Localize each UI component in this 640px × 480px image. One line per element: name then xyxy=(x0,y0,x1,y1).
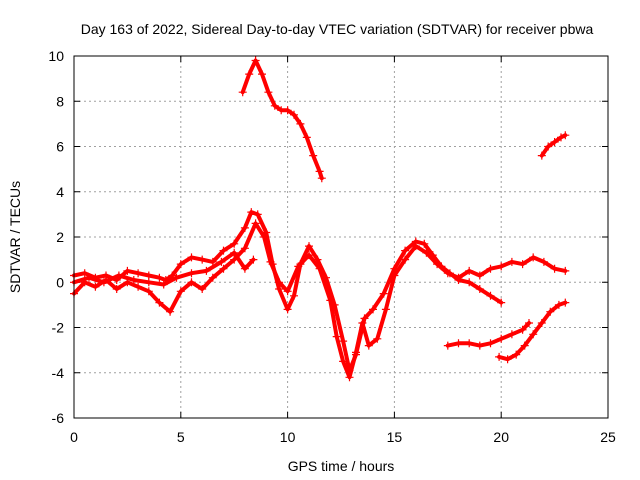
y-tick-label: 8 xyxy=(56,93,64,109)
x-tick-label: 0 xyxy=(70,429,78,445)
series-line xyxy=(445,321,531,348)
data-point-marker xyxy=(238,56,326,183)
y-tick-label: 0 xyxy=(56,274,64,290)
y-tick-label: 2 xyxy=(56,229,64,245)
series-trace-d xyxy=(238,56,326,183)
series-line xyxy=(72,250,256,287)
y-tick-label: 4 xyxy=(56,184,64,200)
x-tick-label: 25 xyxy=(600,429,616,445)
x-axis-label: GPS time / hours xyxy=(288,458,395,474)
grid-lines xyxy=(74,56,608,418)
y-tick-label: -2 xyxy=(52,320,65,336)
plot-frame xyxy=(73,55,609,419)
chart-title: Day 163 of 2022, Sidereal Day-to-day VTE… xyxy=(81,21,594,37)
series-line xyxy=(539,133,568,158)
axis-ticks: -6 -4 -2 0 2 4 6 8 10 0 5 10 15 20 25 xyxy=(48,48,616,445)
series-trace-g xyxy=(537,131,570,160)
y-tick-label: 6 xyxy=(56,139,64,155)
series-line xyxy=(497,300,568,362)
x-tick-label: 5 xyxy=(177,429,185,445)
series-trace-e xyxy=(443,319,533,350)
series-line xyxy=(240,58,324,181)
x-tick-label: 15 xyxy=(387,429,403,445)
y-axis-label: SDTVAR / TECUs xyxy=(7,181,23,293)
series-trace-b xyxy=(70,219,570,382)
data-point-marker xyxy=(495,298,570,364)
series-line xyxy=(72,221,568,380)
data-point-marker xyxy=(537,131,570,160)
y-tick-label: -6 xyxy=(52,410,65,426)
x-tick-label: 20 xyxy=(493,429,509,445)
series-group xyxy=(70,56,570,382)
data-point-marker xyxy=(443,319,533,350)
x-tick-label: 10 xyxy=(280,429,296,445)
y-tick-label: 10 xyxy=(48,48,64,64)
y-tick-label: -4 xyxy=(52,365,65,381)
series-trace-f xyxy=(495,298,570,364)
